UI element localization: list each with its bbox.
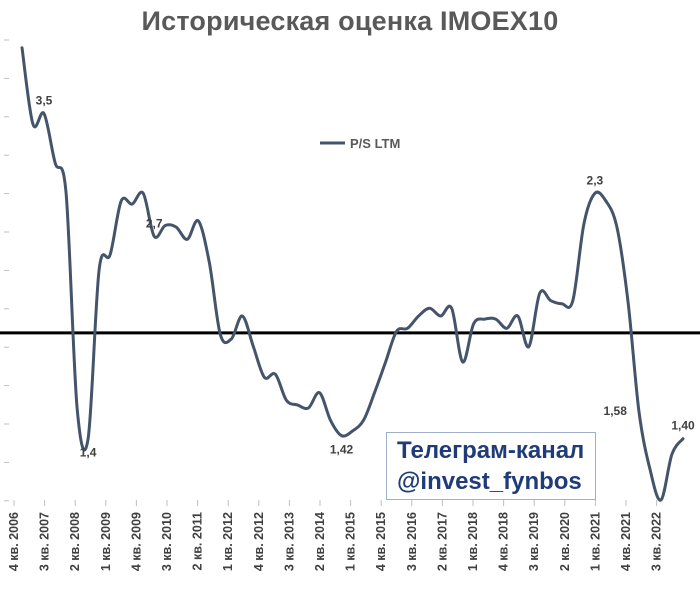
legend: P/S LTM <box>320 136 400 151</box>
telegram-watermark: Телеграм-канал @invest_fynbos <box>386 432 596 500</box>
x-tick-labels: 4 кв. 2006 3 кв. 2007 2 кв. 2008 1 кв. 2009… <box>7 512 664 571</box>
x-tick-label: 4 кв. 2015 <box>374 512 388 571</box>
data-label: 1,58 <box>604 404 628 418</box>
x-tick-label: 3 кв. 2013 <box>282 512 296 571</box>
y-axis-ticks <box>4 39 9 502</box>
x-tick-label: 3 кв. 2022 <box>650 512 664 571</box>
x-tick-label: 1 кв. 2015 <box>344 512 358 571</box>
data-labels: 3,5 1,4 2,7 1,42 2,3 1,58 1,40 <box>36 94 695 460</box>
x-tick-label: 2 кв. 2017 <box>435 512 449 571</box>
watermark-line-1: Телеграм-канал <box>397 437 585 464</box>
data-label: 2,3 <box>587 173 604 187</box>
x-tick-label: 2 кв. 2011 <box>191 512 205 570</box>
x-tick-label: 1 кв. 2012 <box>221 512 235 571</box>
series-line-ps-ltm <box>20 46 685 502</box>
x-tick-label: 4 кв. 2012 <box>252 512 266 571</box>
x-tick-label: 2 кв. 2020 <box>558 512 572 571</box>
x-tick-label: 4 кв. 2018 <box>497 512 511 571</box>
data-label: 1,42 <box>330 443 354 457</box>
x-tick-label: 1 кв. 2021 <box>588 512 602 571</box>
x-tick-label: 3 кв. 2010 <box>160 512 174 571</box>
data-label: 2,7 <box>146 216 163 230</box>
x-tick-label: 3 кв. 2007 <box>38 512 52 571</box>
data-label: 1,4 <box>80 446 97 460</box>
x-tick-label: 3 кв. 2019 <box>527 512 541 571</box>
watermark-line-2: @invest_fynbos <box>397 468 582 495</box>
legend-label: P/S LTM <box>350 136 400 151</box>
x-axis-ticks <box>13 500 658 506</box>
x-tick-label: 1 кв. 2018 <box>466 512 480 571</box>
chart-title: Историческая оценка IMOEX10 <box>141 6 559 36</box>
x-tick-label: 1 кв. 2009 <box>99 512 113 571</box>
data-label: 1,40 <box>671 419 695 433</box>
x-tick-label: 4 кв. 2021 <box>619 512 633 571</box>
x-tick-label: 3 кв. 2016 <box>405 512 419 571</box>
x-tick-label: 2 кв. 2014 <box>313 512 327 571</box>
x-tick-label: 2 кв. 2008 <box>68 512 82 571</box>
data-label: 3,5 <box>36 94 53 108</box>
x-tick-label: 4 кв. 2006 <box>7 512 21 571</box>
x-tick-label: 4 кв. 2009 <box>129 512 143 571</box>
